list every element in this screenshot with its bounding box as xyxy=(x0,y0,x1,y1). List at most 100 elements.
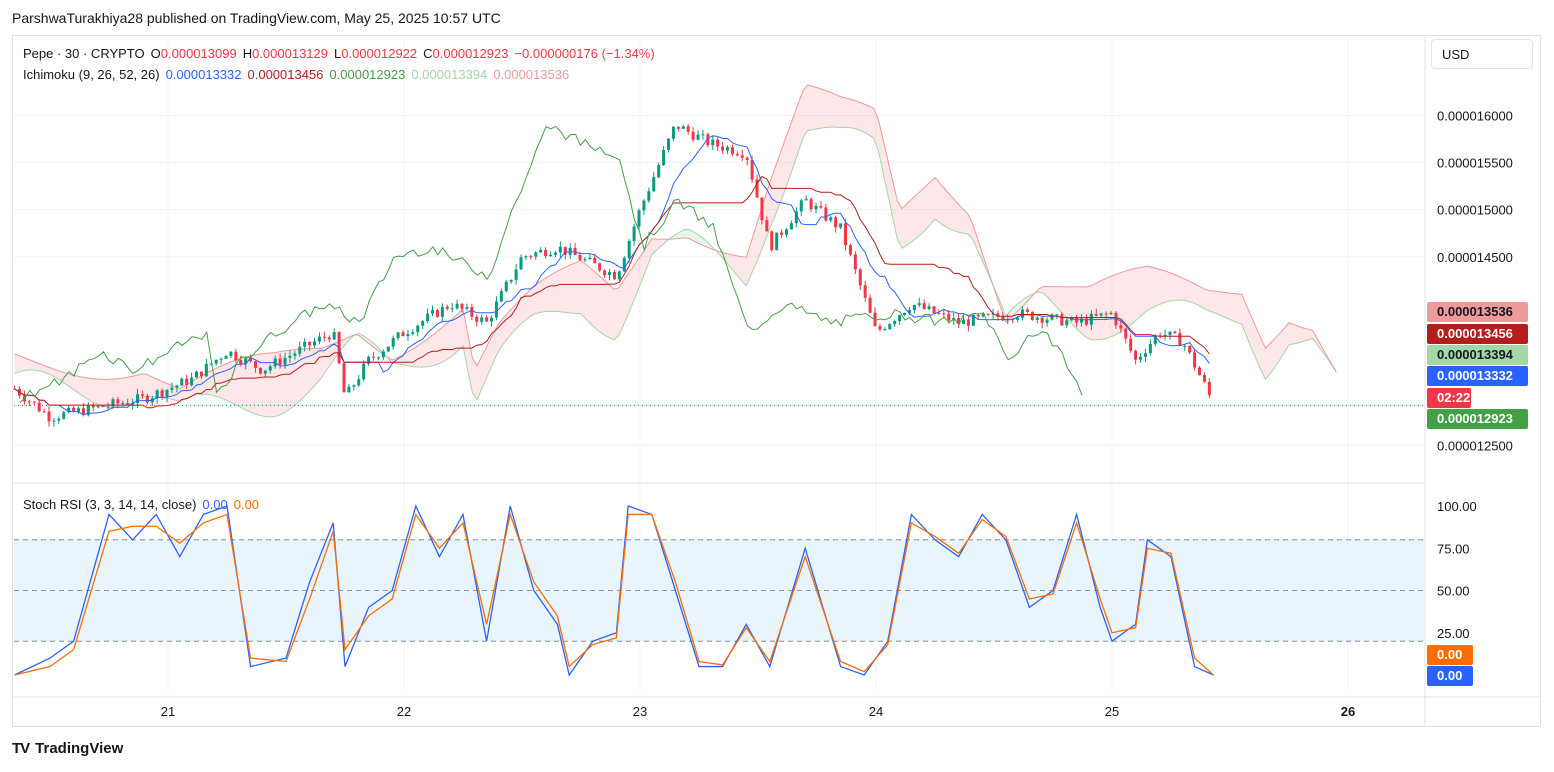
candle-body xyxy=(249,358,253,362)
candle-body xyxy=(155,390,159,399)
candle-body xyxy=(1163,334,1167,337)
cloud-segment xyxy=(1265,343,1271,380)
candle-body xyxy=(298,346,302,354)
candle-body xyxy=(726,147,730,151)
candle-body xyxy=(209,363,213,365)
candle-body xyxy=(317,336,321,342)
candle-body xyxy=(750,159,754,180)
cloud-segment xyxy=(472,358,478,400)
candle-body xyxy=(883,329,887,331)
cloud-segment xyxy=(920,186,926,235)
stoch-k-value: 0.00 xyxy=(202,497,228,512)
candle-body xyxy=(101,405,105,407)
cloud-segment xyxy=(746,242,751,286)
candle-body xyxy=(558,246,562,253)
candle-body xyxy=(258,367,262,374)
cloud-segment xyxy=(1142,266,1148,315)
cloud-segment xyxy=(326,344,331,371)
cloud-segment xyxy=(901,204,907,249)
cloud-segment xyxy=(1208,290,1214,313)
time-tick-label: 22 xyxy=(397,704,411,719)
candle-body xyxy=(878,326,882,330)
candle-body xyxy=(426,313,430,322)
cloud-segment xyxy=(510,305,515,336)
cloud-segment xyxy=(628,267,633,315)
cloud-segment xyxy=(1284,322,1289,353)
cloud-segment xyxy=(755,212,761,265)
cloud-segment xyxy=(557,268,563,312)
candle-body xyxy=(986,314,990,316)
candle-body xyxy=(765,220,769,232)
candle-body xyxy=(652,177,656,192)
candle-body xyxy=(263,370,267,374)
candle-body xyxy=(175,385,179,388)
symbol-label[interactable]: Pepe · 30 · CRYPTO xyxy=(23,46,145,61)
candle-body xyxy=(391,338,395,347)
candle-body xyxy=(745,157,749,160)
cloud-segment xyxy=(958,204,964,234)
ichimoku-label[interactable]: Ichimoku (9, 26, 52, 26) xyxy=(23,67,160,82)
cloud-segment xyxy=(321,346,327,378)
cloud-segment xyxy=(1255,327,1261,370)
candle-body xyxy=(450,308,454,310)
cloud-segment xyxy=(925,181,931,230)
cloud-segment xyxy=(1303,327,1308,342)
cloud-segment xyxy=(1289,322,1294,345)
cloud-segment xyxy=(90,378,95,403)
candle-body xyxy=(519,257,523,270)
cloud-segment xyxy=(883,139,888,195)
cloud-segment xyxy=(878,119,884,173)
candle-body xyxy=(1065,320,1069,326)
candle-body xyxy=(332,332,336,340)
candle-body xyxy=(499,291,503,302)
stoch-d-line xyxy=(14,512,1214,676)
cloud-segment xyxy=(1171,273,1176,301)
cloud-segment xyxy=(1152,267,1157,308)
candle-body xyxy=(376,357,380,359)
cloud-segment xyxy=(38,363,43,372)
low-value: 0.000012922 xyxy=(341,46,418,61)
candle-body xyxy=(372,356,376,358)
cloud-segment xyxy=(1062,286,1068,319)
chikou-value: 0.000012923 xyxy=(329,67,406,82)
cloud-segment xyxy=(1128,268,1134,327)
candle-body xyxy=(539,249,543,253)
cloud-segment xyxy=(80,376,86,398)
time-tick-label: 21 xyxy=(161,704,175,719)
candle-body xyxy=(829,217,833,221)
candle-body xyxy=(844,223,848,246)
cloud-segment xyxy=(783,129,789,193)
tradingview-logo[interactable]: TV TradingView xyxy=(12,740,123,757)
ichimoku-legend: Ichimoku (9, 26, 52, 26) 0.000013332 0.000… xyxy=(23,67,575,82)
price-tick-label: 0.000016000 xyxy=(1437,108,1513,123)
tradingview-logo-icon: TV xyxy=(12,740,30,757)
cloud-segment xyxy=(1081,286,1087,338)
senkou-b-line xyxy=(14,84,1337,390)
candle-body xyxy=(789,223,793,230)
cloud-segment xyxy=(868,106,874,139)
cloud-segment xyxy=(1123,270,1129,330)
cloud-segment xyxy=(28,359,34,370)
currency-button[interactable]: USD xyxy=(1431,39,1533,69)
cloud-segment xyxy=(887,159,893,217)
candle-body xyxy=(170,387,174,390)
candle-body xyxy=(1134,350,1138,360)
tenkan-line xyxy=(14,135,1210,416)
cloud-segment xyxy=(75,375,81,395)
cloud-segment xyxy=(859,102,865,133)
cloud-segment xyxy=(1010,306,1016,318)
candle-body xyxy=(1143,353,1147,357)
candle-body xyxy=(229,351,233,356)
cloud-segment xyxy=(66,373,72,388)
cloud-segment xyxy=(519,295,525,326)
candle-body xyxy=(490,317,494,322)
cloud-segment xyxy=(477,356,482,400)
cloud-segment xyxy=(524,290,530,321)
open-label: O xyxy=(150,46,161,61)
candle-body xyxy=(140,394,144,396)
stoch-label[interactable]: Stoch RSI (3, 3, 14, 14, close) xyxy=(23,497,197,512)
candle-body xyxy=(27,401,31,403)
cloud-segment xyxy=(826,90,832,128)
time-tick-label: 25 xyxy=(1105,704,1119,719)
